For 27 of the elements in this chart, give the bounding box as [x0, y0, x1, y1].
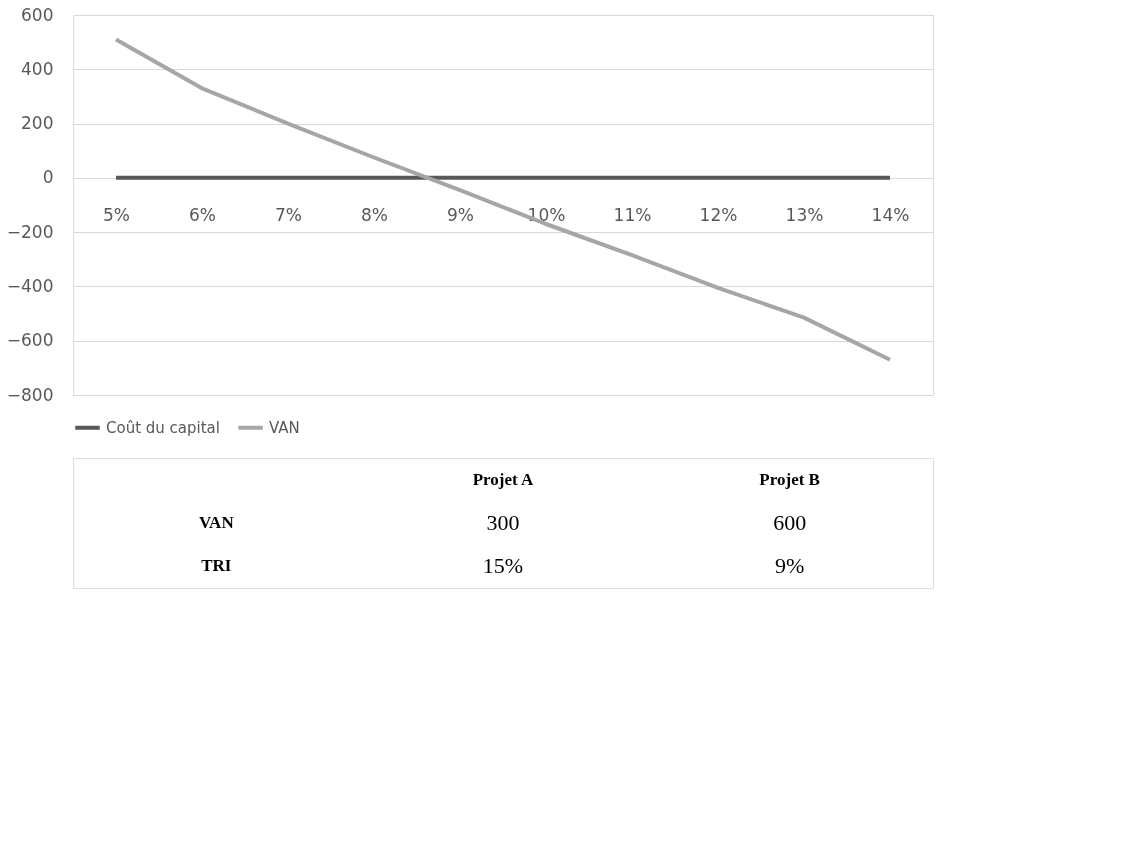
- y-tick-label: −400: [6, 275, 54, 296]
- x-tick-label: 11%: [613, 205, 652, 226]
- text: VAN: [199, 513, 235, 532]
- text: TRI: [201, 556, 232, 576]
- y-tick-label: 200: [21, 113, 54, 134]
- y-tick-label: 600: [21, 4, 54, 25]
- x-tick-label: 12%: [699, 205, 738, 226]
- y-tick-label: −600: [6, 330, 54, 351]
- text: 15%: [482, 553, 524, 579]
- x-tick-label: 5%: [103, 205, 130, 226]
- text: Projet B: [759, 469, 820, 489]
- x-tick-label: 8%: [361, 205, 388, 226]
- x-tick-label: 14%: [871, 205, 910, 226]
- x-tick-label: 13%: [785, 205, 824, 226]
- y-tick-label: 400: [21, 58, 54, 79]
- y-tick-label: −800: [6, 384, 54, 405]
- y-tick-label: −200: [6, 221, 54, 242]
- text: 9%: [775, 553, 805, 579]
- text: 600: [773, 510, 807, 535]
- y-tick-label: 0: [42, 167, 54, 188]
- x-tick-label: 6%: [189, 205, 216, 226]
- x-tick-label: 7%: [275, 205, 302, 226]
- x-tick-label: 9%: [447, 205, 474, 226]
- text: 300: [486, 510, 520, 535]
- text: Projet A: [472, 469, 535, 489]
- legend-label: VAN: [269, 418, 300, 437]
- legend-label: Coût du capital: [106, 418, 220, 437]
